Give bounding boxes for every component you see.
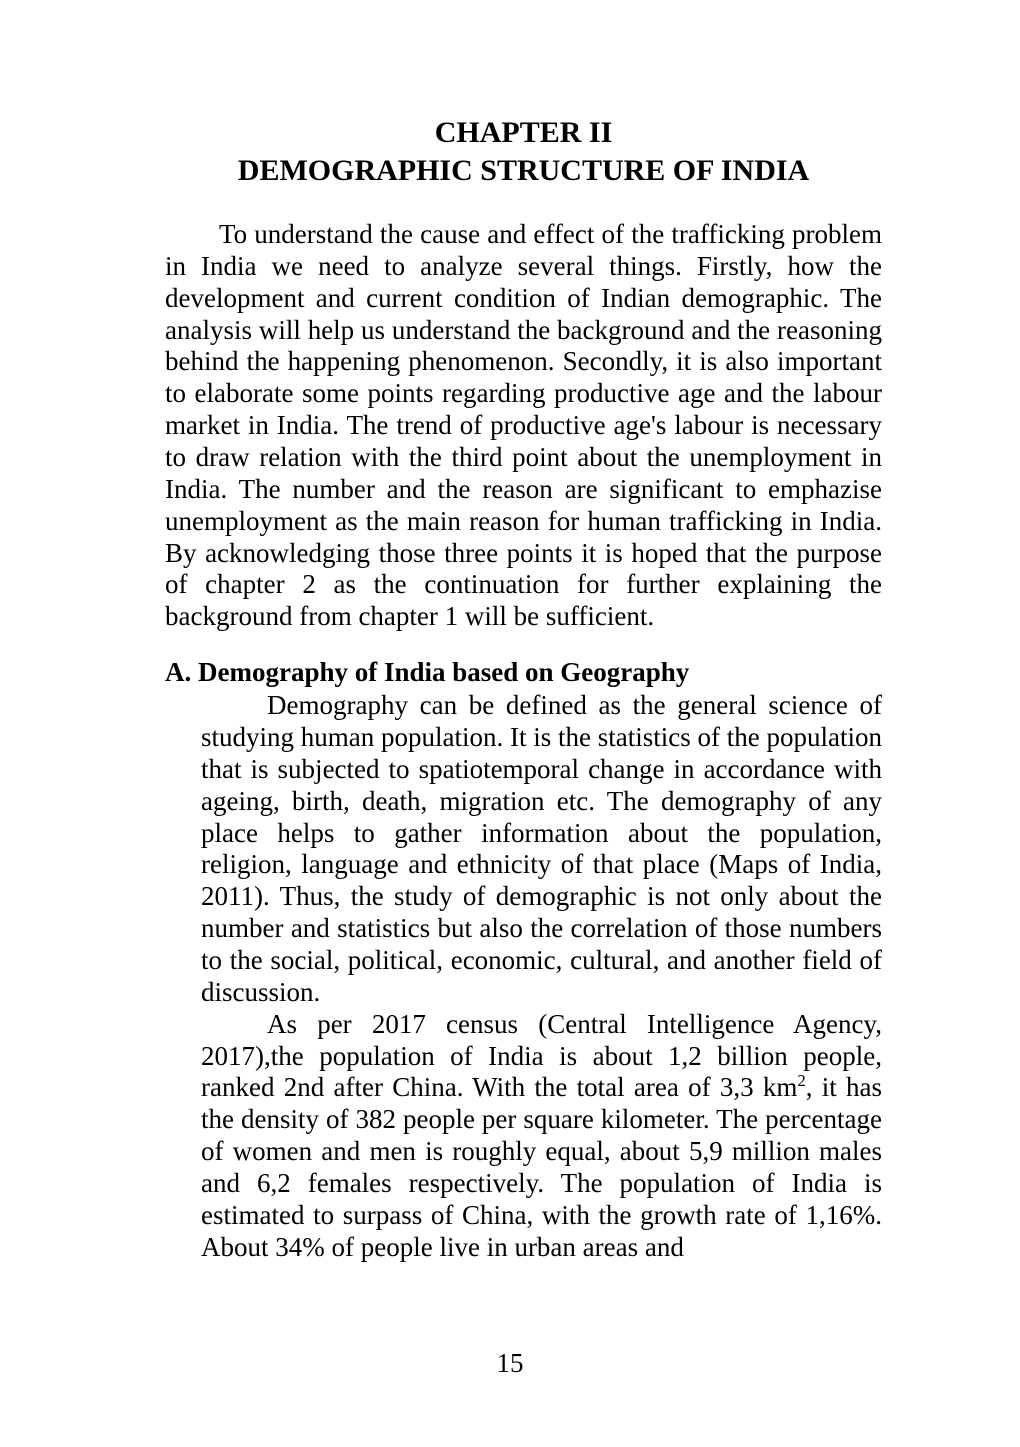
section-a-para-1: Demography can be defined as the general… <box>201 690 882 1009</box>
section-a-heading: A. Demography of India based on Geograph… <box>165 657 882 688</box>
section-a-para-2: As per 2017 census (Central Intelligence… <box>201 1009 882 1264</box>
para2-pre: As per 2017 census (Central Intelligence… <box>201 1009 882 1103</box>
section-a-body: Demography can be defined as the general… <box>165 690 882 1263</box>
chapter-number: CHAPTER II <box>165 114 882 152</box>
chapter-heading: CHAPTER II DEMOGRAPHIC STRUCTURE OF INDI… <box>165 114 882 189</box>
chapter-title: DEMOGRAPHIC STRUCTURE OF INDIA <box>165 152 882 190</box>
superscript-2: 2 <box>797 1071 805 1090</box>
document-page: CHAPTER II DEMOGRAPHIC STRUCTURE OF INDI… <box>0 0 1020 1447</box>
intro-paragraph: To understand the cause and effect of th… <box>165 219 882 633</box>
page-number: 15 <box>0 1348 1020 1379</box>
